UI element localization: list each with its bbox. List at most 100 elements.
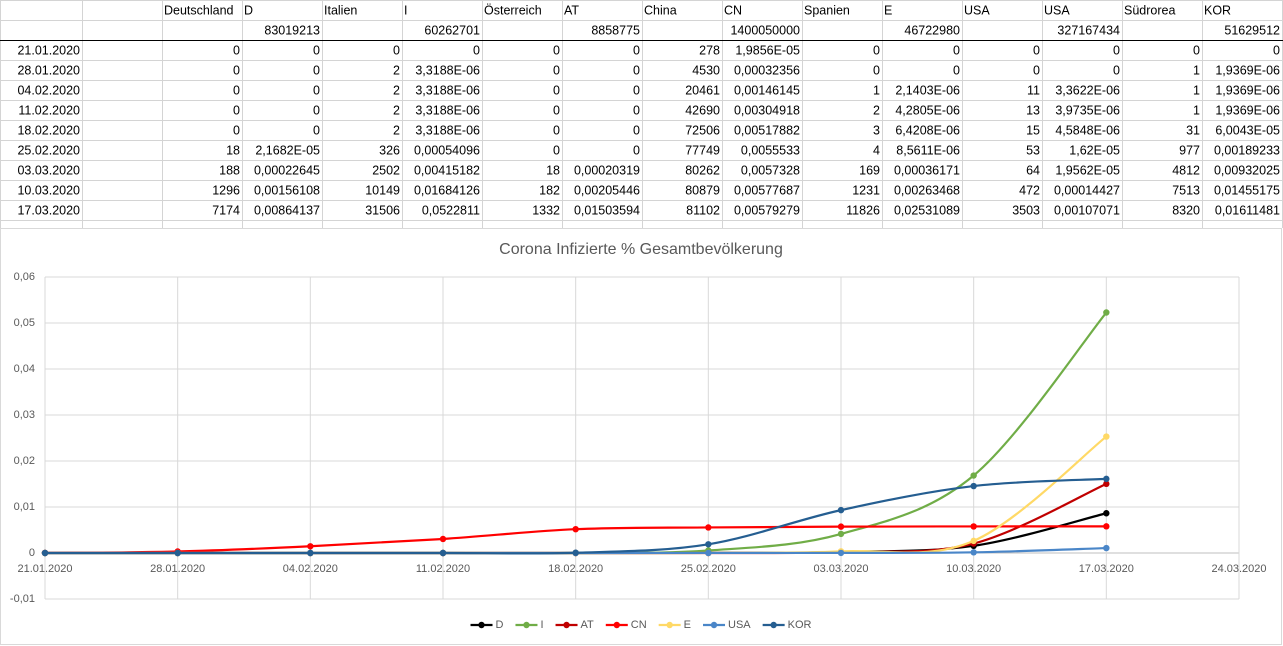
cell: 0,00932025 xyxy=(1214,163,1280,177)
cell: 0,00304918 xyxy=(734,103,800,117)
cell: 0,00415182 xyxy=(414,163,480,177)
cell: 0,0522811 xyxy=(422,203,480,217)
cell: 0 xyxy=(1113,43,1120,57)
cell: 15 xyxy=(1026,123,1040,137)
cell: 10149 xyxy=(365,183,400,197)
cell: 0 xyxy=(233,63,240,77)
cell: 72506 xyxy=(685,123,720,137)
cell: 64 xyxy=(1026,163,1040,177)
column-header: China xyxy=(644,3,677,17)
cell: 169 xyxy=(859,163,880,177)
data-point xyxy=(1103,510,1110,517)
cell: 0,00022645 xyxy=(254,163,320,177)
y-tick-label: 0,02 xyxy=(14,455,35,467)
cell: 1 xyxy=(1193,103,1200,117)
data-point xyxy=(705,541,712,548)
date-cell: 25.02.2020 xyxy=(17,143,80,157)
column-header: KOR xyxy=(1204,3,1231,17)
cell: 0 xyxy=(1033,43,1040,57)
cell: 0 xyxy=(953,43,960,57)
cell: 0 xyxy=(553,63,560,77)
cell: 0,02531089 xyxy=(894,203,960,217)
cell: 0,00577687 xyxy=(734,183,800,197)
cell: 3,3188E-06 xyxy=(415,63,480,77)
legend-marker xyxy=(523,621,530,629)
data-point xyxy=(1103,475,1110,483)
data-point xyxy=(439,535,447,543)
cell: 13 xyxy=(1026,103,1040,117)
data-point xyxy=(572,525,579,533)
date-cell: 28.01.2020 xyxy=(17,63,80,77)
cell: 2,1682E-05 xyxy=(255,143,320,157)
x-tick-label: 21.01.2020 xyxy=(17,563,72,575)
population: 327167434 xyxy=(1057,23,1120,37)
cell: 0 xyxy=(633,43,640,57)
cell: 1,9562E-05 xyxy=(1055,163,1120,177)
column-header: Italien xyxy=(324,3,357,17)
cell: 0 xyxy=(633,123,640,137)
data-point xyxy=(837,549,845,557)
cell: 0 xyxy=(953,63,960,77)
cell: 0 xyxy=(1033,63,1040,77)
cell: 7174 xyxy=(212,203,240,217)
population: 51629512 xyxy=(1224,23,1280,37)
cell: 977 xyxy=(1179,143,1200,157)
y-tick-label: 0,05 xyxy=(14,317,35,329)
data-point xyxy=(970,482,977,490)
cell: 0 xyxy=(393,43,400,57)
column-header: USA xyxy=(1044,3,1070,17)
x-tick-label: 18.02.2020 xyxy=(548,563,603,575)
data-point xyxy=(705,549,712,557)
cell: 31 xyxy=(1186,123,1200,137)
column-header: USA xyxy=(964,3,990,17)
cell: 0 xyxy=(313,43,320,57)
cell: 0 xyxy=(233,103,240,117)
data-point xyxy=(174,549,181,557)
x-tick-label: 28.01.2020 xyxy=(150,563,205,575)
cell: 4812 xyxy=(1172,163,1200,177)
cell: 1,9369E-06 xyxy=(1215,63,1280,77)
legend-marker xyxy=(710,621,718,629)
cell: 0 xyxy=(233,123,240,137)
population: 83019213 xyxy=(264,23,320,37)
cell: 472 xyxy=(1019,183,1040,197)
x-tick-label: 25.02.2020 xyxy=(681,563,736,575)
cell: 1,62E-05 xyxy=(1069,143,1120,157)
cell: 1,9369E-06 xyxy=(1215,83,1280,97)
cell: 0 xyxy=(313,123,320,137)
cell: 1 xyxy=(1193,63,1200,77)
legend-label: CN xyxy=(631,619,647,631)
cell: 4 xyxy=(873,143,880,157)
cell: 0,00205446 xyxy=(574,183,640,197)
cell: 0,00014427 xyxy=(1054,183,1120,197)
cell: 0 xyxy=(553,143,560,157)
cell: 0 xyxy=(633,103,640,117)
column-header: D xyxy=(244,3,253,17)
legend-marker xyxy=(563,621,570,629)
cell: 4,5848E-06 xyxy=(1055,123,1120,137)
x-tick-label: 24.03.2020 xyxy=(1211,563,1266,575)
cell: 77749 xyxy=(685,143,720,157)
cell: 0 xyxy=(1193,43,1200,57)
legend-marker xyxy=(478,621,485,629)
cell: 0 xyxy=(553,123,560,137)
cell: 0,00146145 xyxy=(734,83,800,97)
cell: 11826 xyxy=(846,203,880,217)
cell: 3 xyxy=(873,123,880,137)
cell: 0 xyxy=(873,63,880,77)
legend: D I AT CN E USA KOR xyxy=(470,619,812,631)
cell: 0,0057328 xyxy=(741,163,800,177)
cell: 3503 xyxy=(1012,203,1040,217)
data-point xyxy=(439,549,447,557)
data-point xyxy=(837,530,845,538)
cell: 188 xyxy=(219,163,240,177)
cell: 80879 xyxy=(685,183,720,197)
cell: 8320 xyxy=(1172,203,1200,217)
date-cell: 21.01.2020 xyxy=(17,43,80,57)
cell: 0 xyxy=(473,43,480,57)
cell: 326 xyxy=(379,143,400,157)
cell: 0,00156108 xyxy=(254,183,320,197)
cell: 0,00054096 xyxy=(414,143,480,157)
cell: 0 xyxy=(1273,43,1280,57)
column-header: Spanien xyxy=(804,3,850,17)
